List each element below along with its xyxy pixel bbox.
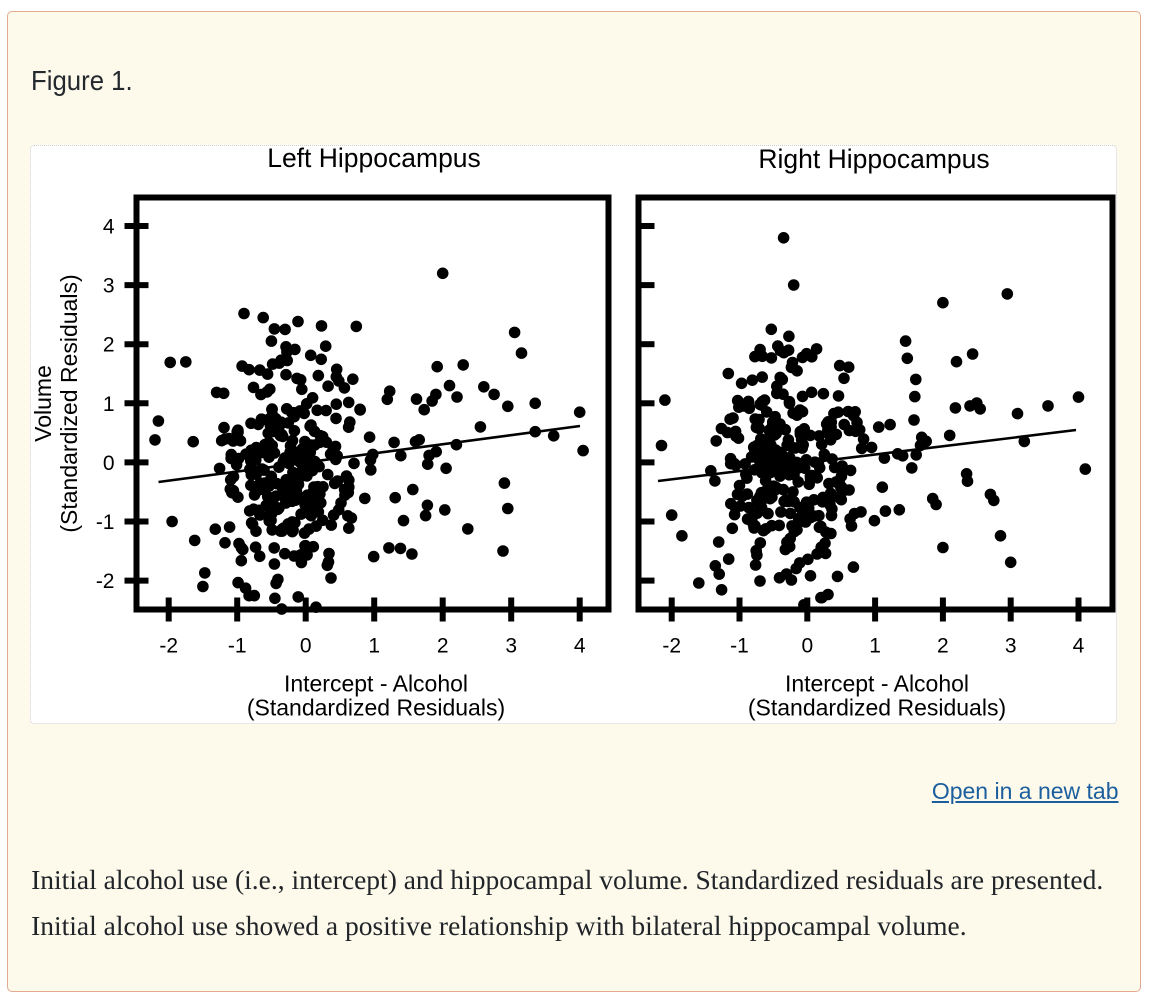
- svg-text:(Standardized Residuals): (Standardized Residuals): [247, 695, 505, 721]
- svg-text:-1: -1: [96, 511, 115, 534]
- svg-text:1: 1: [103, 393, 115, 416]
- svg-text:2: 2: [103, 334, 115, 357]
- svg-text:0: 0: [300, 635, 312, 658]
- svg-text:0: 0: [801, 635, 813, 658]
- svg-text:Volume: Volume: [30, 365, 56, 442]
- svg-text:3: 3: [1005, 635, 1017, 658]
- svg-text:-2: -2: [662, 635, 681, 658]
- svg-text:-1: -1: [228, 635, 247, 658]
- svg-text:0: 0: [103, 452, 115, 475]
- svg-text:2: 2: [937, 635, 949, 658]
- svg-text:Left Hippocampus: Left Hippocampus: [267, 145, 481, 173]
- svg-text:1: 1: [869, 635, 881, 658]
- svg-text:1: 1: [368, 635, 380, 658]
- svg-text:-1: -1: [730, 635, 749, 658]
- svg-text:Intercept - Alcohol: Intercept - Alcohol: [284, 671, 468, 697]
- svg-text:4: 4: [103, 216, 115, 239]
- svg-text:(Standardized Residuals): (Standardized Residuals): [56, 274, 82, 532]
- svg-text:2: 2: [437, 635, 449, 658]
- svg-text:(Standardized Residuals): (Standardized Residuals): [748, 695, 1006, 721]
- svg-text:3: 3: [103, 275, 115, 298]
- svg-text:-2: -2: [96, 570, 115, 593]
- svg-text:4: 4: [574, 635, 586, 658]
- svg-text:Right Hippocampus: Right Hippocampus: [758, 145, 989, 174]
- svg-text:Intercept - Alcohol: Intercept - Alcohol: [785, 671, 969, 697]
- svg-text:-2: -2: [159, 635, 178, 658]
- svg-text:3: 3: [505, 635, 517, 658]
- svg-text:4: 4: [1073, 635, 1085, 658]
